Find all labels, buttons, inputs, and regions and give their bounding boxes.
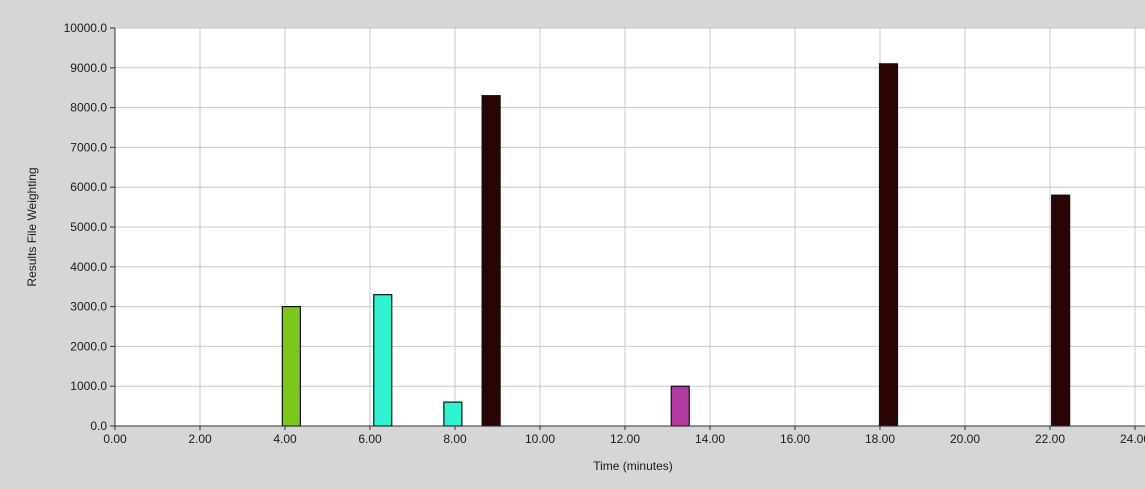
x-tick-label: 16.00	[780, 432, 810, 446]
y-tick-label: 5000.0	[70, 220, 107, 234]
y-tick-label: 10000.0	[64, 21, 108, 35]
x-tick-labels: 0.00 2.00 4.00 6.00 8.00 10.00 12.00 14.00 16.00…	[103, 432, 1145, 446]
y-tick-label: 3000.0	[70, 300, 107, 314]
bar	[481, 95, 501, 427]
bar	[670, 385, 690, 427]
x-tick-label: 12.00	[610, 432, 640, 446]
y-tick-label: 7000.0	[70, 140, 107, 154]
y-tick-label: 0.0	[90, 419, 107, 433]
bar	[281, 306, 301, 427]
y-tick-labels: 0.0 1000.0 2000.0 3000.0 4000.0 5000.0 6000.0 7…	[64, 21, 108, 433]
bars	[281, 63, 1071, 427]
y-tick-label: 9000.0	[70, 61, 107, 75]
x-tick-label: 0.00	[103, 432, 127, 446]
axes	[110, 27, 1145, 430]
bar	[878, 63, 899, 427]
x-axis-title: Time (minutes)	[593, 459, 673, 473]
x-tick-label: 18.00	[865, 432, 895, 446]
y-axis-title: Results File Weighting	[25, 167, 39, 286]
bar	[443, 401, 463, 427]
x-tick-label: 22.00	[1035, 432, 1065, 446]
y-tick-label: 6000.0	[70, 180, 107, 194]
y-tick-label: 2000.0	[70, 339, 107, 353]
x-tick-label: 6.00	[358, 432, 382, 446]
y-tick-label: 4000.0	[70, 260, 107, 274]
bar	[1051, 194, 1071, 427]
x-tick-label: 20.00	[950, 432, 980, 446]
y-tick-label: 8000.0	[70, 101, 107, 115]
x-tick-label: 10.00	[525, 432, 555, 446]
x-tick-label: 8.00	[443, 432, 467, 446]
x-tick-label: 24.00	[1120, 432, 1145, 446]
x-tick-label: 2.00	[188, 432, 212, 446]
x-tick-label: 4.00	[273, 432, 297, 446]
y-tick-label: 1000.0	[70, 379, 107, 393]
x-tick-label: 14.00	[695, 432, 725, 446]
bar	[373, 294, 393, 427]
